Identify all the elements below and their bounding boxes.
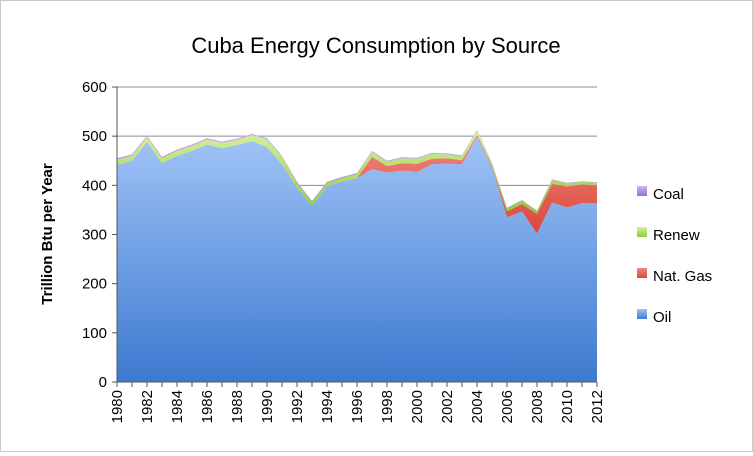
legend-swatch-coal — [637, 186, 647, 196]
legend-label-nat-gas: Nat. Gas — [653, 268, 712, 285]
x-tick-label: 1992 — [289, 390, 306, 423]
x-tick-label: 2004 — [469, 390, 486, 423]
legend-swatch-oil — [637, 309, 647, 319]
legend-swatch-nat-gas — [637, 268, 647, 278]
x-tick-label: 1990 — [259, 390, 276, 423]
x-tick-labels: 1980 1982 1984 1986 1988 1990 1992 1994 1996 1998… — [109, 390, 606, 423]
y-tick-label: 600 — [82, 79, 107, 96]
x-tick-label: 1994 — [319, 390, 336, 423]
y-tick-label: 0 — [99, 374, 107, 391]
x-tick-label: 1986 — [199, 390, 216, 423]
y-tick-label: 400 — [82, 177, 107, 194]
legend-label-oil: Oil — [653, 309, 671, 326]
x-tick-label: 2002 — [439, 390, 456, 423]
x-tick-label: 1996 — [349, 390, 366, 423]
y-tick-label: 100 — [82, 325, 107, 342]
y-tick-label: 300 — [82, 227, 107, 244]
area-series — [117, 129, 597, 382]
y-axis-label: Trillion Btu per Year — [39, 163, 56, 305]
x-tick-label: 2012 — [589, 390, 606, 423]
x-tick-label: 1998 — [379, 390, 396, 423]
y-tick-label: 200 — [82, 276, 107, 293]
legend-label-renew: Renew — [653, 227, 700, 244]
x-tick-label: 1984 — [169, 390, 186, 423]
axes — [112, 86, 598, 387]
x-tick-label: 2000 — [409, 390, 426, 423]
legend-swatch-renew — [637, 227, 647, 237]
area-oil — [117, 137, 597, 382]
x-tick-label: 1988 — [229, 390, 246, 423]
x-tick-label: 1982 — [139, 390, 156, 423]
legend: Coal Renew Nat. Gas Oil — [637, 186, 712, 326]
y-tick-labels: 0 100 200 300 400 500 600 — [82, 79, 107, 391]
x-tick-label: 2010 — [559, 390, 576, 423]
x-tick-label: 1980 — [109, 390, 126, 423]
x-tick-label: 2008 — [529, 390, 546, 423]
legend-label-coal: Coal — [653, 186, 684, 203]
y-tick-label: 500 — [82, 128, 107, 145]
chart-title: Cuba Energy Consumption by Source — [191, 33, 560, 58]
x-tick-label: 2006 — [499, 390, 516, 423]
